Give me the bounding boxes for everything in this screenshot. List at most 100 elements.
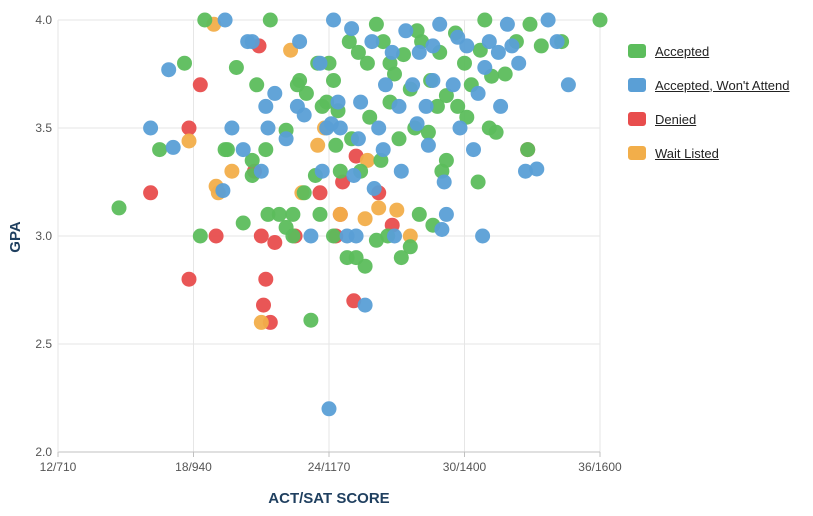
point-accepted-won-t-attend[interactable] xyxy=(258,98,274,114)
point-accepted[interactable] xyxy=(312,206,328,222)
point-accepted-won-t-attend[interactable] xyxy=(384,44,400,60)
point-accepted[interactable] xyxy=(488,124,504,140)
point-accepted-won-t-attend[interactable] xyxy=(511,55,527,71)
point-accepted[interactable] xyxy=(497,66,513,82)
point-accepted-won-t-attend[interactable] xyxy=(296,107,312,123)
point-accepted-won-t-attend[interactable] xyxy=(357,297,373,313)
point-accepted-won-t-attend[interactable] xyxy=(481,34,497,50)
point-denied[interactable] xyxy=(346,293,362,309)
point-wait-listed[interactable] xyxy=(371,200,387,216)
point-accepted[interactable] xyxy=(429,98,445,114)
point-accepted[interactable] xyxy=(262,12,278,28)
point-accepted-won-t-attend[interactable] xyxy=(353,94,369,110)
point-accepted[interactable] xyxy=(368,232,384,248)
point-accepted-won-t-attend[interactable] xyxy=(165,139,181,155)
point-accepted[interactable] xyxy=(258,142,274,158)
point-wait-listed[interactable] xyxy=(359,152,375,168)
point-accepted[interactable] xyxy=(522,16,538,32)
point-accepted[interactable] xyxy=(362,109,378,125)
point-denied[interactable] xyxy=(256,297,271,313)
point-accepted-won-t-attend[interactable] xyxy=(475,228,491,244)
point-accepted-won-t-attend[interactable] xyxy=(366,181,382,196)
point-accepted[interactable] xyxy=(197,12,213,28)
point-accepted-won-t-attend[interactable] xyxy=(477,60,493,75)
point-accepted[interactable] xyxy=(235,215,251,231)
point-wait-listed[interactable] xyxy=(332,206,348,222)
point-accepted[interactable] xyxy=(296,185,312,201)
point-accepted[interactable] xyxy=(477,12,493,28)
point-wait-listed[interactable] xyxy=(181,133,197,149)
point-accepted-won-t-attend[interactable] xyxy=(493,98,509,114)
point-accepted-won-t-attend[interactable] xyxy=(350,131,366,147)
legend-item-wait-listed[interactable]: Wait Listed xyxy=(628,136,790,170)
point-accepted[interactable] xyxy=(359,55,375,71)
point-accepted-won-t-attend[interactable] xyxy=(244,34,260,50)
point-accepted[interactable] xyxy=(375,34,391,50)
point-accepted-won-t-attend[interactable] xyxy=(278,131,294,147)
point-accepted[interactable] xyxy=(228,60,244,75)
point-accepted-won-t-attend[interactable] xyxy=(504,38,520,54)
point-accepted-won-t-attend[interactable] xyxy=(292,34,308,50)
point-accepted-won-t-attend[interactable] xyxy=(371,120,387,136)
point-accepted[interactable] xyxy=(326,73,341,88)
point-accepted[interactable] xyxy=(470,174,486,190)
point-accepted[interactable] xyxy=(332,163,348,179)
point-accepted[interactable] xyxy=(292,73,308,88)
point-accepted-won-t-attend[interactable] xyxy=(411,44,427,60)
point-accepted[interactable] xyxy=(271,206,287,222)
point-accepted[interactable] xyxy=(350,44,366,60)
legend-item-denied[interactable]: Denied xyxy=(628,102,790,136)
point-accepted-won-t-attend[interactable] xyxy=(549,34,565,50)
point-accepted-won-t-attend[interactable] xyxy=(314,163,330,179)
point-accepted-won-t-attend[interactable] xyxy=(260,120,276,136)
point-accepted-won-t-attend[interactable] xyxy=(235,142,251,158)
point-accepted-won-t-attend[interactable] xyxy=(438,206,454,222)
point-denied[interactable] xyxy=(192,77,208,93)
point-accepted-won-t-attend[interactable] xyxy=(161,62,177,78)
point-accepted-won-t-attend[interactable] xyxy=(445,77,461,93)
point-accepted[interactable] xyxy=(326,228,341,244)
legend-item-accepted-wont-attend[interactable]: Accepted, Won't Attend xyxy=(628,68,790,102)
point-accepted[interactable] xyxy=(396,47,411,63)
point-accepted-won-t-attend[interactable] xyxy=(432,16,448,32)
point-accepted[interactable] xyxy=(402,239,418,255)
point-accepted[interactable] xyxy=(438,88,454,104)
point-accepted-won-t-attend[interactable] xyxy=(398,23,414,39)
point-accepted-won-t-attend[interactable] xyxy=(434,222,450,237)
point-accepted-won-t-attend[interactable] xyxy=(375,142,391,158)
point-accepted-won-t-attend[interactable] xyxy=(391,98,407,114)
point-accepted[interactable] xyxy=(303,312,319,328)
point-accepted[interactable] xyxy=(341,34,357,50)
point-accepted[interactable] xyxy=(459,109,475,125)
point-accepted-won-t-attend[interactable] xyxy=(560,77,576,93)
point-denied[interactable] xyxy=(208,228,224,244)
point-denied[interactable] xyxy=(348,148,364,164)
point-accepted[interactable] xyxy=(177,55,192,71)
legend-item-accepted[interactable]: Accepted xyxy=(628,34,790,68)
point-denied[interactable] xyxy=(181,271,197,287)
point-accepted-won-t-attend[interactable] xyxy=(330,94,346,110)
point-accepted-won-t-attend[interactable] xyxy=(470,85,486,101)
point-accepted[interactable] xyxy=(339,250,355,266)
point-denied[interactable] xyxy=(258,271,274,287)
point-accepted-won-t-attend[interactable] xyxy=(466,142,481,158)
point-accepted-won-t-attend[interactable] xyxy=(499,16,515,32)
point-accepted-won-t-attend[interactable] xyxy=(450,29,466,45)
point-accepted-won-t-attend[interactable] xyxy=(224,120,240,136)
point-accepted-won-t-attend[interactable] xyxy=(409,116,425,132)
point-accepted-won-t-attend[interactable] xyxy=(540,12,556,28)
point-accepted-won-t-attend[interactable] xyxy=(348,228,364,244)
point-accepted[interactable] xyxy=(391,131,407,147)
point-accepted-won-t-attend[interactable] xyxy=(387,228,402,244)
point-accepted[interactable] xyxy=(298,85,314,101)
point-accepted-won-t-attend[interactable] xyxy=(364,34,380,50)
point-accepted-won-t-attend[interactable] xyxy=(418,98,434,114)
point-accepted-won-t-attend[interactable] xyxy=(393,163,409,179)
point-wait-listed[interactable] xyxy=(357,211,373,227)
point-accepted-won-t-attend[interactable] xyxy=(436,174,452,190)
point-accepted[interactable] xyxy=(314,98,330,114)
point-wait-listed[interactable] xyxy=(389,202,405,218)
point-accepted-won-t-attend[interactable] xyxy=(217,12,233,28)
point-accepted-won-t-attend[interactable] xyxy=(303,228,319,244)
point-accepted[interactable] xyxy=(520,142,536,158)
